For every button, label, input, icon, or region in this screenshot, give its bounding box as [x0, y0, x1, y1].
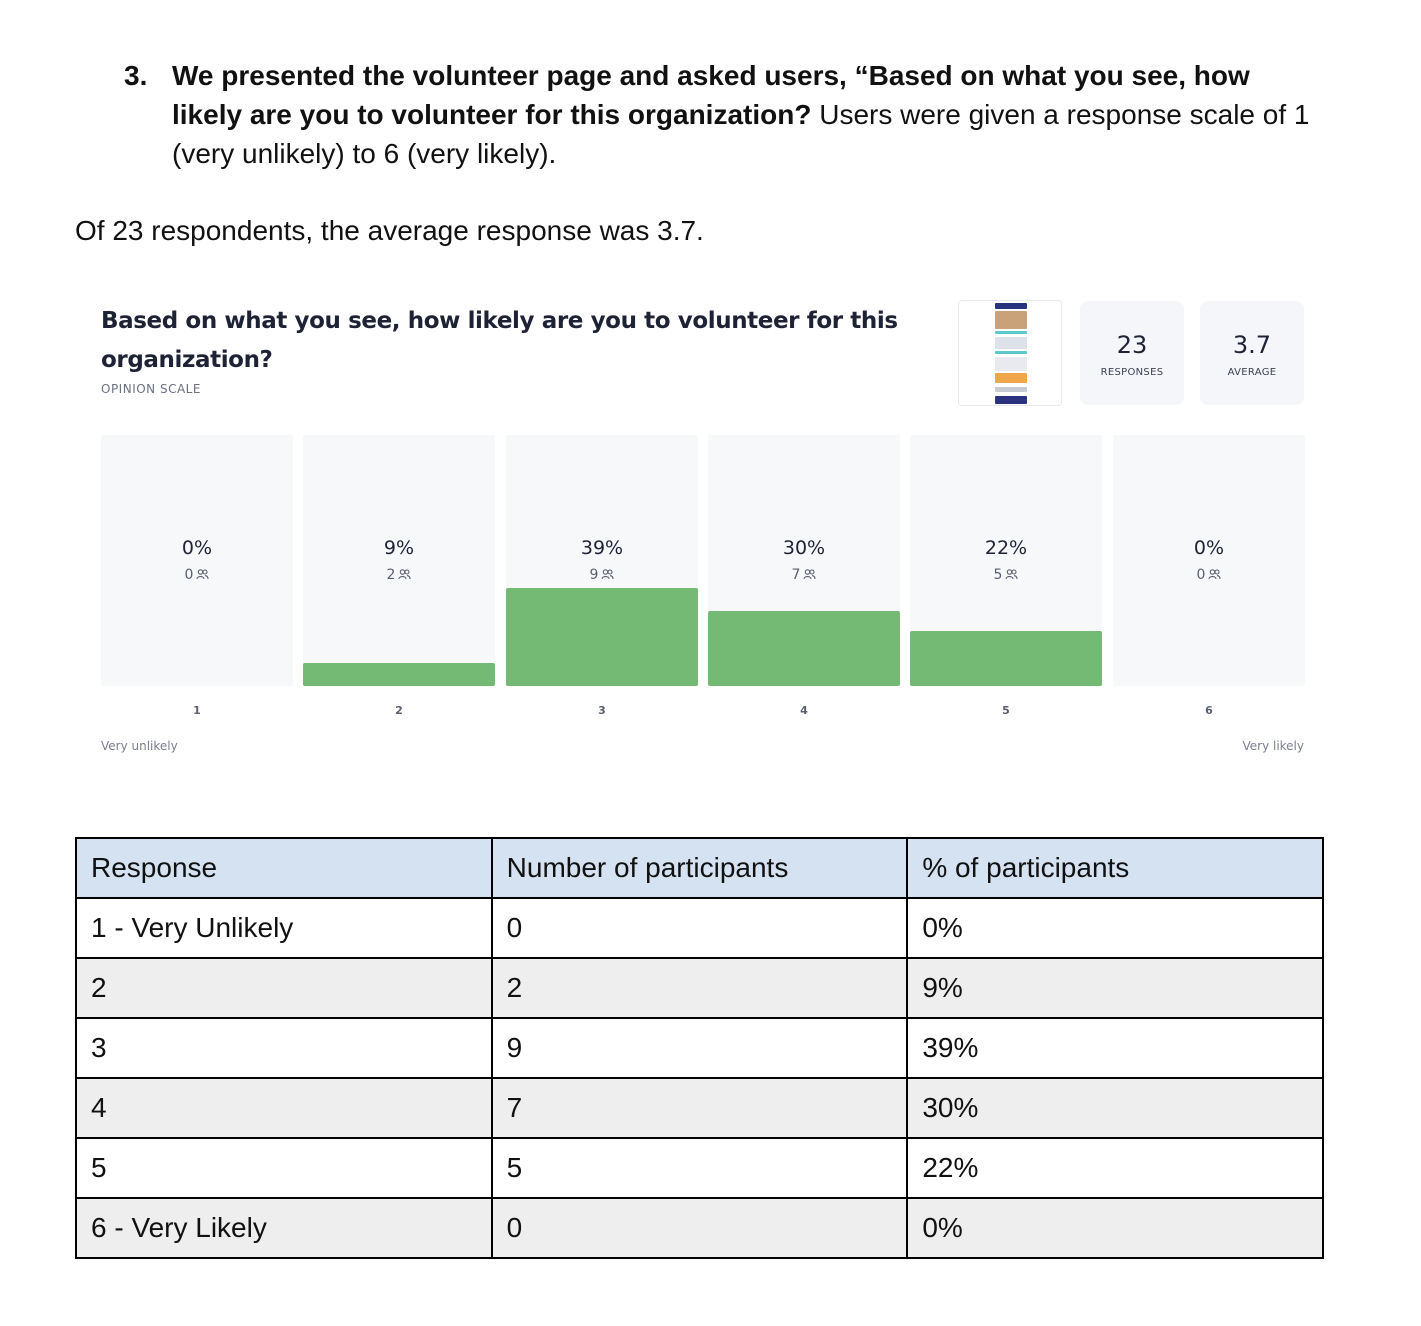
header-percent: % of participants [906, 837, 1324, 899]
count-label: 0 [101, 567, 293, 583]
results-table: Response Number of participants % of par… [75, 837, 1324, 1259]
scale-tick-label: 6 [1205, 704, 1213, 717]
table-cell: 7 [490, 1077, 909, 1139]
table-cell: 2 [490, 957, 909, 1019]
scale-column-1 [101, 435, 293, 686]
table-row: 6 - Very Likely 0 0% [75, 1197, 1324, 1259]
page-thumbnail[interactable] [958, 300, 1062, 406]
question-number: 3. [124, 60, 148, 91]
people-icon [196, 569, 210, 580]
scale-column-6 [1113, 435, 1305, 686]
table-cell: 0 [490, 897, 909, 959]
bar-2 [303, 663, 495, 686]
summary-text: Of 23 respondents, the average response … [75, 215, 704, 246]
table-cell: 30% [906, 1077, 1324, 1139]
average-value: 3.7 [1232, 331, 1272, 359]
table-cell: 1 - Very Unlikely [75, 897, 493, 959]
count-value: 0 [1196, 567, 1206, 583]
count-label: 5 [910, 567, 1102, 583]
table-row: 5 5 22% [75, 1137, 1324, 1199]
table-cell: 0% [906, 897, 1324, 959]
bar-4 [708, 611, 900, 686]
bar-3 [506, 588, 698, 686]
people-icon [601, 569, 615, 580]
thumbnail-header [995, 303, 1027, 309]
percent-label: 39% [580, 537, 624, 559]
count-label: 0 [1113, 567, 1305, 583]
people-icon [398, 569, 412, 580]
thumbnail-hero [995, 311, 1027, 329]
table-cell: 9% [906, 957, 1324, 1019]
percent-label: 0% [181, 537, 213, 559]
table-row: 1 - Very Unlikely 0 0% [75, 897, 1324, 959]
count-value: 9 [589, 567, 599, 583]
table-row: 2 2 9% [75, 957, 1324, 1019]
scale-tick-label: 4 [800, 704, 808, 717]
anchor-high-label: Very likely [1242, 739, 1304, 753]
count-label: 2 [303, 567, 495, 583]
thumbnail-icons [995, 387, 1027, 392]
table-cell: 3 [75, 1017, 493, 1079]
responses-value: 23 [1116, 331, 1148, 359]
scale-tick-label: 2 [395, 704, 403, 717]
table-row: 3 9 39% [75, 1017, 1324, 1079]
anchor-low-label: Very unlikely [101, 739, 178, 753]
table-row: 4 7 30% [75, 1077, 1324, 1139]
table-cell: 39% [906, 1017, 1324, 1079]
count-label: 9 [506, 567, 698, 583]
table-cell: 6 - Very Likely [75, 1197, 493, 1259]
average-stat: 3.7 AVERAGE [1200, 301, 1304, 405]
thumbnail-footer [995, 396, 1027, 404]
percent-label: 30% [782, 537, 826, 559]
question-bold-text: We presented the volunteer page and aske… [172, 60, 1250, 130]
header-number: Number of participants [490, 837, 909, 899]
thumbnail-orange [995, 373, 1027, 383]
count-value: 5 [993, 567, 1003, 583]
table-cell: 22% [906, 1137, 1324, 1199]
average-label: AVERAGE [1227, 367, 1277, 378]
percent-label: 9% [383, 537, 415, 559]
people-icon [1208, 569, 1222, 580]
table-cell: 5 [490, 1137, 909, 1199]
responses-stat: 23 RESPONSES [1080, 301, 1184, 405]
table-cell: 2 [75, 957, 493, 1019]
responses-label: RESPONSES [1100, 367, 1164, 378]
percent-label: 0% [1193, 537, 1225, 559]
table-cell: 4 [75, 1077, 493, 1139]
count-value: 7 [791, 567, 801, 583]
question-text: We presented the volunteer page and aske… [172, 56, 1322, 173]
card-title: Based on what you see, how likely are yo… [101, 308, 898, 373]
scale-tick-label: 5 [1002, 704, 1010, 717]
percent-label: 22% [984, 537, 1028, 559]
thumbnail-bar [995, 331, 1027, 334]
bar-5 [910, 631, 1102, 686]
scale-tick-label: 1 [193, 704, 201, 717]
people-icon [803, 569, 817, 580]
count-value: 0 [184, 567, 194, 583]
question-type-label: OPINION SCALE [101, 382, 201, 396]
table-cell: 9 [490, 1017, 909, 1079]
header-response: Response [75, 837, 493, 899]
scale-column-2 [303, 435, 495, 686]
thumbnail-block [995, 357, 1027, 371]
count-value: 2 [386, 567, 396, 583]
table-header-row: Response Number of participants % of par… [75, 837, 1324, 899]
thumbnail-bar [995, 351, 1027, 354]
table-cell: 5 [75, 1137, 493, 1199]
table-cell: 0% [906, 1197, 1324, 1259]
question-rest-text: Users were given a response scale of 1 (… [172, 99, 1310, 169]
thumbnail-block [995, 337, 1027, 349]
people-icon [1005, 569, 1019, 580]
count-label: 7 [708, 567, 900, 583]
table-cell: 0 [490, 1197, 909, 1259]
scale-tick-label: 3 [598, 704, 606, 717]
